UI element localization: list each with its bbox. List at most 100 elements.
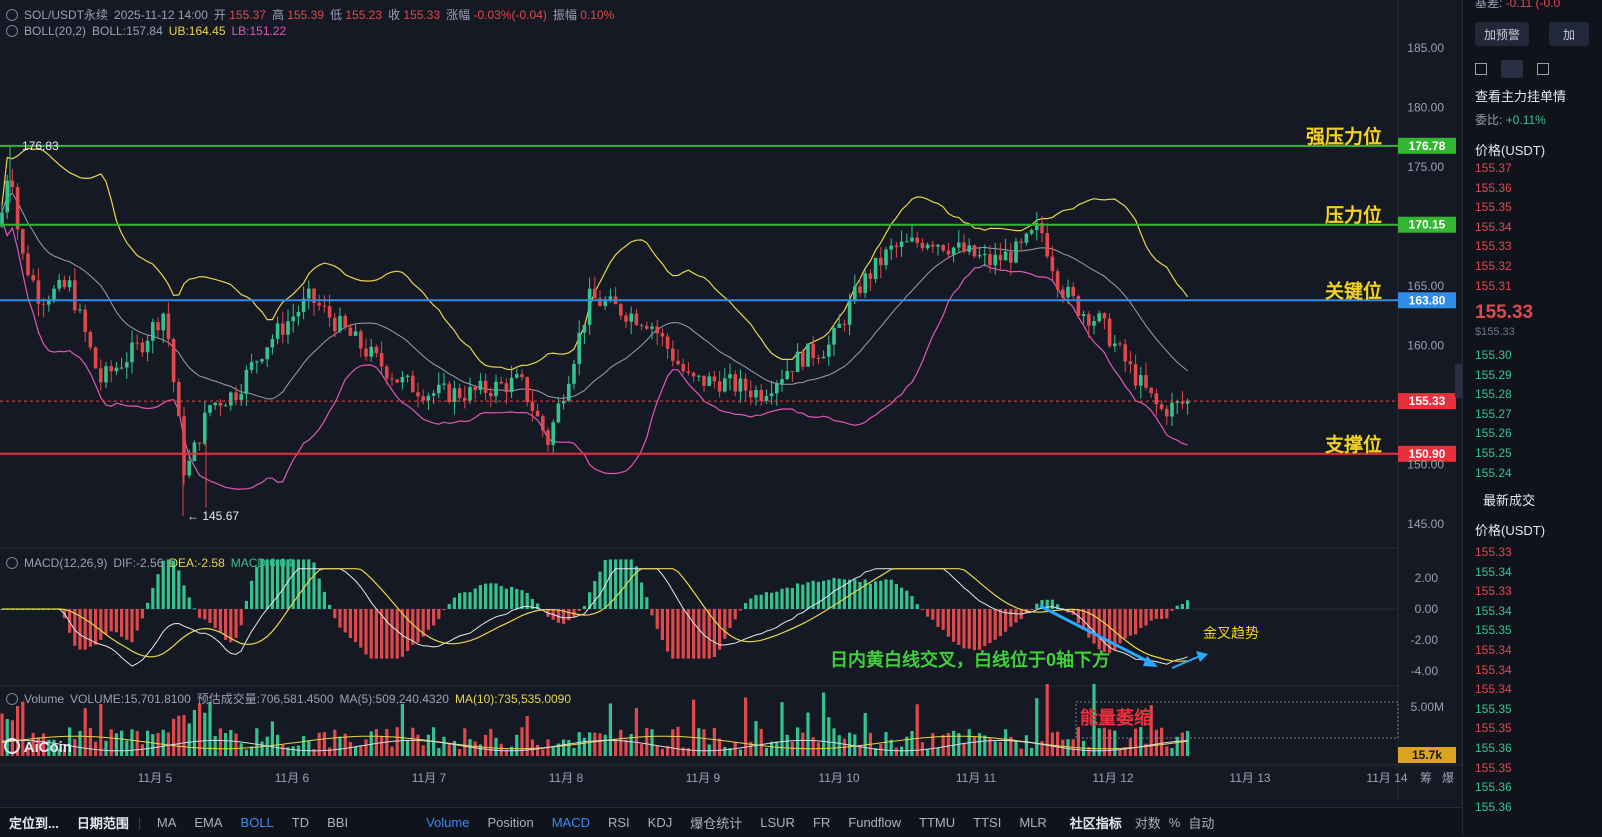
candle-body	[307, 288, 311, 299]
ask-price[interactable]: 155.31	[1475, 278, 1512, 293]
indicator-position[interactable]: Position	[487, 815, 534, 830]
indicator-bbi[interactable]: BBI	[327, 815, 349, 830]
eye-icon[interactable]	[6, 25, 18, 37]
trade-price[interactable]: 155.36	[1475, 741, 1512, 755]
indicator-liquidation[interactable]: 爆仓统计	[690, 816, 743, 831]
volume-bar	[125, 740, 129, 756]
bid-price[interactable]: 155.24	[1475, 465, 1512, 480]
ask-price[interactable]: 155.37	[1475, 161, 1512, 175]
community-indicators-button[interactable]: 社区指标	[1069, 816, 1122, 831]
candle-body	[348, 327, 353, 336]
indicator-td[interactable]: TD	[291, 815, 310, 830]
ask-price[interactable]: 155.33	[1475, 239, 1512, 254]
macd-histogram-bar	[120, 609, 124, 637]
eye-icon[interactable]	[6, 557, 18, 569]
trade-price[interactable]: 155.35	[1475, 760, 1512, 775]
bid-price[interactable]: 155.26	[1475, 426, 1512, 441]
macd-histogram-bar	[842, 579, 846, 609]
macd-label[interactable]: MACD(12,26,9)	[24, 556, 108, 570]
macd-histogram-bar	[338, 609, 342, 628]
ask-price[interactable]: 155.34	[1475, 219, 1512, 234]
ask-price[interactable]: 155.32	[1475, 259, 1512, 273]
trend-arrow-head	[1143, 656, 1158, 667]
panel-resize-handle[interactable]	[1455, 364, 1463, 398]
trade-price[interactable]: 155.33	[1475, 584, 1512, 599]
volume-bar	[853, 734, 857, 756]
auto-scale-toggle[interactable]: 自动	[1188, 816, 1215, 831]
eye-icon[interactable]	[6, 8, 18, 21]
indicator-boll[interactable]: BOLL	[240, 815, 274, 830]
macd-histogram-bar	[1165, 609, 1169, 619]
candle-body	[166, 313, 171, 340]
ask-price[interactable]: 155.35	[1475, 200, 1512, 215]
volume-bar	[437, 748, 441, 756]
indicator-ma[interactable]: MA	[156, 815, 177, 830]
trade-price[interactable]: 155.34	[1475, 662, 1512, 677]
kline-chart[interactable]: 强压力位 176.78 压力位 170.15 关键位 163.80 支撑位 150.90 155…	[0, 0, 1462, 800]
bid-price[interactable]: 155.30	[1475, 348, 1512, 362]
indicator-ttmu[interactable]: TTMU	[919, 815, 956, 830]
trade-price[interactable]: 155.35	[1475, 701, 1512, 716]
bid-price[interactable]: 155.27	[1475, 406, 1512, 421]
indicator-fr[interactable]: FR	[812, 815, 831, 830]
bid-price[interactable]: 155.25	[1475, 446, 1512, 460]
indicator-mlr[interactable]: MLR	[1019, 815, 1047, 830]
percent-toggle[interactable]: %	[1168, 815, 1181, 830]
boll-label[interactable]: BOLL(20,2)	[24, 24, 87, 38]
trade-price[interactable]: 155.34	[1475, 682, 1512, 697]
indicator-rsi[interactable]: RSI	[608, 815, 630, 830]
volume-axis-label: 5.00M	[1411, 700, 1444, 714]
indicator-fundflow[interactable]: Fundflow	[848, 815, 902, 830]
chart-area[interactable]: 强压力位 176.78 压力位 170.15 关键位 163.80 支撑位 150.90 155…	[0, 0, 1462, 800]
trade-price[interactable]: 155.35	[1475, 721, 1512, 736]
candle-body	[1128, 361, 1133, 365]
macd-histogram-bar	[187, 597, 191, 609]
indicator-macd[interactable]: MACD	[551, 815, 590, 830]
indicator-lsur[interactable]: LSUR	[760, 815, 795, 830]
add-alert-button[interactable]: 加预警	[1475, 22, 1529, 46]
book-bids-icon[interactable]	[1537, 63, 1549, 75]
macd-axis-label: -2.00	[1411, 633, 1439, 647]
trade-price[interactable]: 155.35	[1475, 623, 1512, 638]
volume-bar	[244, 749, 248, 756]
volume-bar	[21, 701, 25, 756]
macd-histogram-bar	[452, 597, 456, 609]
macd-histogram-bar	[437, 609, 441, 620]
log-scale-toggle[interactable]: 对数	[1134, 816, 1161, 831]
date-range-button[interactable]: 日期范围	[76, 816, 129, 831]
indicator-ema[interactable]: EMA	[194, 815, 223, 830]
candle-body	[972, 245, 977, 257]
volume-bar	[478, 744, 482, 756]
macd-histogram-bar	[562, 609, 566, 624]
eye-icon[interactable]	[6, 692, 18, 705]
macd-histogram-bar	[286, 559, 290, 609]
bid-price[interactable]: 155.29	[1475, 367, 1512, 382]
candle-body	[634, 313, 639, 326]
locate-button[interactable]: 定位到...	[9, 816, 59, 831]
indicator-ttsi[interactable]: TTSI	[973, 815, 1002, 830]
trade-price[interactable]: 155.36	[1475, 799, 1512, 814]
macd-histogram-bar	[1175, 605, 1179, 609]
indicator-volume[interactable]: Volume	[426, 815, 470, 830]
trade-price[interactable]: 155.34	[1475, 603, 1512, 618]
trade-price[interactable]: 155.33	[1475, 545, 1512, 559]
indicator-kdj[interactable]: KDJ	[647, 815, 673, 830]
trade-price[interactable]: 155.34	[1475, 564, 1512, 579]
candle-body	[442, 383, 446, 385]
latest-trades-title[interactable]: 最新成交	[1483, 493, 1536, 508]
boll-ub: UB:164.45	[168, 24, 226, 38]
book-asks-icon[interactable]	[1501, 60, 1523, 78]
volume-bar	[1019, 748, 1023, 756]
price-axis-label: 185.00	[1407, 41, 1444, 55]
view-main-orders-link[interactable]: 查看主力挂单情	[1475, 89, 1567, 104]
trade-price[interactable]: 155.34	[1475, 643, 1512, 657]
macd-histogram-bar	[910, 596, 914, 609]
bid-price[interactable]: 155.28	[1475, 387, 1512, 402]
ask-price[interactable]: 155.36	[1475, 180, 1512, 195]
candle-body	[686, 371, 691, 373]
trade-price[interactable]: 155.36	[1475, 780, 1512, 795]
candle-body	[1102, 313, 1107, 319]
add-button[interactable]: 加	[1549, 22, 1589, 46]
volume-label[interactable]: Volume	[24, 691, 65, 706]
book-both-icon[interactable]	[1475, 63, 1487, 75]
